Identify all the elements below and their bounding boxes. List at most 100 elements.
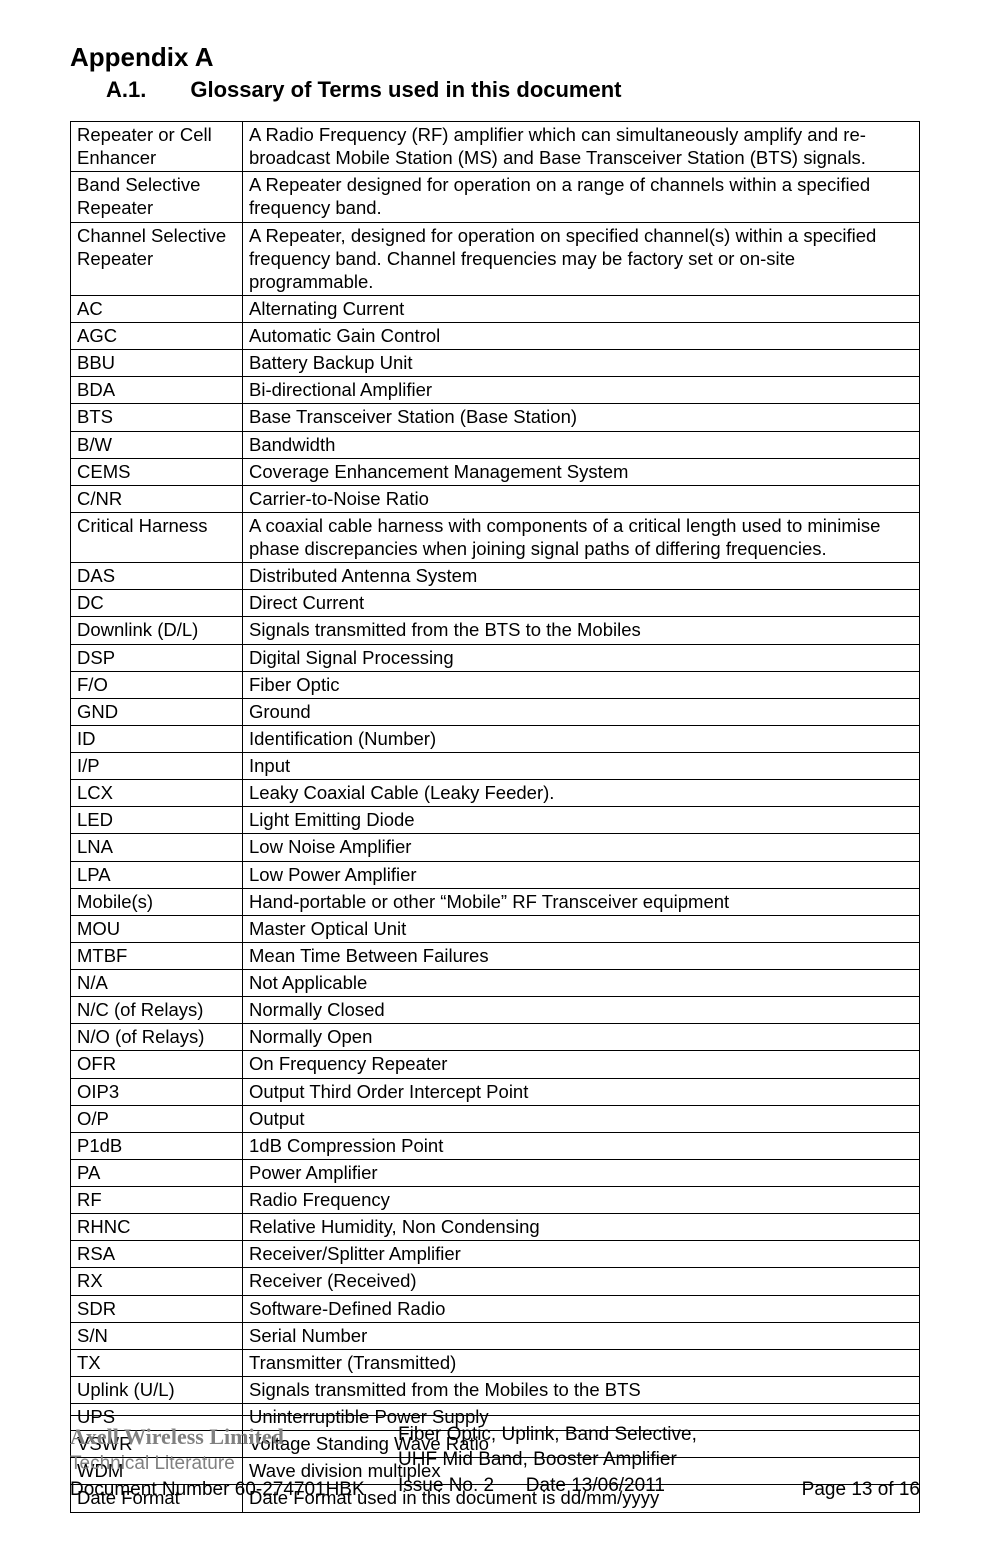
table-row: P1dB1dB Compression Point bbox=[71, 1132, 920, 1159]
table-row: S/NSerial Number bbox=[71, 1322, 920, 1349]
term-cell: F/O bbox=[71, 671, 243, 698]
glossary-table: Repeater or Cell EnhancerA Radio Frequen… bbox=[70, 121, 920, 1513]
definition-cell: Not Applicable bbox=[243, 970, 920, 997]
term-cell: O/P bbox=[71, 1105, 243, 1132]
definition-cell: Mean Time Between Failures bbox=[243, 942, 920, 969]
term-cell: Critical Harness bbox=[71, 512, 243, 562]
definition-cell: Hand-portable or other “Mobile” RF Trans… bbox=[243, 888, 920, 915]
term-cell: CEMS bbox=[71, 458, 243, 485]
footer-middle: Fiber Optic, Uplink, Band Selective, UHF… bbox=[398, 1422, 762, 1503]
term-cell: AC bbox=[71, 295, 243, 322]
term-cell: N/A bbox=[71, 970, 243, 997]
table-row: RXReceiver (Received) bbox=[71, 1268, 920, 1295]
table-row: MOUMaster Optical Unit bbox=[71, 915, 920, 942]
definition-cell: Normally Closed bbox=[243, 997, 920, 1024]
term-cell: DSP bbox=[71, 644, 243, 671]
table-row: LNALow Noise Amplifier bbox=[71, 834, 920, 861]
definition-cell: Fiber Optic bbox=[243, 671, 920, 698]
table-row: OIP3Output Third Order Intercept Point bbox=[71, 1078, 920, 1105]
definition-cell: Signals transmitted from the BTS to the … bbox=[243, 617, 920, 644]
table-row: B/WBandwidth bbox=[71, 431, 920, 458]
issue-date-row: Issue No. 2 Date 13/06/2011 bbox=[398, 1473, 762, 1499]
table-row: BDABi-directional Amplifier bbox=[71, 377, 920, 404]
term-cell: N/O (of Relays) bbox=[71, 1024, 243, 1051]
table-row: F/OFiber Optic bbox=[71, 671, 920, 698]
table-row: Band Selective RepeaterA Repeater design… bbox=[71, 172, 920, 222]
definition-cell: Software-Defined Radio bbox=[243, 1295, 920, 1322]
definition-cell: Leaky Coaxial Cable (Leaky Feeder). bbox=[243, 780, 920, 807]
definition-cell: Identification (Number) bbox=[243, 725, 920, 752]
term-cell: GND bbox=[71, 698, 243, 725]
term-cell: BDA bbox=[71, 377, 243, 404]
definition-cell: A coaxial cable harness with components … bbox=[243, 512, 920, 562]
footer-left: Axell Wireless Limited Technical Literat… bbox=[70, 1422, 390, 1503]
definition-cell: Bandwidth bbox=[243, 431, 920, 458]
term-cell: LNA bbox=[71, 834, 243, 861]
table-row: N/O (of Relays)Normally Open bbox=[71, 1024, 920, 1051]
table-row: Channel Selective RepeaterA Repeater, de… bbox=[71, 222, 920, 295]
term-cell: RX bbox=[71, 1268, 243, 1295]
term-cell: MTBF bbox=[71, 942, 243, 969]
term-cell: Downlink (D/L) bbox=[71, 617, 243, 644]
issue-number: Issue No. 2 bbox=[398, 1475, 494, 1496]
technical-literature-label: Technical Literature bbox=[70, 1451, 390, 1477]
definition-cell: Receiver/Splitter Amplifier bbox=[243, 1241, 920, 1268]
table-row: LCXLeaky Coaxial Cable (Leaky Feeder). bbox=[71, 780, 920, 807]
definition-cell: Coverage Enhancement Management System bbox=[243, 458, 920, 485]
table-row: MTBFMean Time Between Failures bbox=[71, 942, 920, 969]
table-row: Mobile(s)Hand-portable or other “Mobile”… bbox=[71, 888, 920, 915]
table-row: Uplink (U/L)Signals transmitted from the… bbox=[71, 1376, 920, 1403]
issue-date: Date 13/06/2011 bbox=[526, 1475, 665, 1496]
definition-cell: A Radio Frequency (RF) amplifier which c… bbox=[243, 122, 920, 172]
table-row: Repeater or Cell EnhancerA Radio Frequen… bbox=[71, 122, 920, 172]
table-row: OFROn Frequency Repeater bbox=[71, 1051, 920, 1078]
table-row: CEMSCoverage Enhancement Management Syst… bbox=[71, 458, 920, 485]
term-cell: RHNC bbox=[71, 1214, 243, 1241]
definition-cell: Normally Open bbox=[243, 1024, 920, 1051]
table-row: RFRadio Frequency bbox=[71, 1187, 920, 1214]
table-row: Downlink (D/L)Signals transmitted from t… bbox=[71, 617, 920, 644]
definition-cell: Output bbox=[243, 1105, 920, 1132]
term-cell: DAS bbox=[71, 563, 243, 590]
table-row: SDRSoftware-Defined Radio bbox=[71, 1295, 920, 1322]
definition-cell: Signals transmitted from the Mobiles to … bbox=[243, 1376, 920, 1403]
product-line-2: UHF Mid Band, Booster Amplifier bbox=[398, 1447, 762, 1473]
definition-cell: Light Emitting Diode bbox=[243, 807, 920, 834]
definition-cell: Power Amplifier bbox=[243, 1159, 920, 1186]
definition-cell: Digital Signal Processing bbox=[243, 644, 920, 671]
definition-cell: Carrier-to-Noise Ratio bbox=[243, 485, 920, 512]
table-row: RHNCRelative Humidity, Non Condensing bbox=[71, 1214, 920, 1241]
document-page: Appendix A A.1. Glossary of Terms used i… bbox=[0, 0, 990, 1543]
definition-cell: A Repeater, designed for operation on sp… bbox=[243, 222, 920, 295]
table-row: GNDGround bbox=[71, 698, 920, 725]
page-number: Page 13 of 16 bbox=[770, 1477, 920, 1503]
table-row: LPALow Power Amplifier bbox=[71, 861, 920, 888]
term-cell: TX bbox=[71, 1349, 243, 1376]
section-heading-row: A.1. Glossary of Terms used in this docu… bbox=[106, 77, 920, 103]
definition-cell: Automatic Gain Control bbox=[243, 323, 920, 350]
table-row: IDIdentification (Number) bbox=[71, 725, 920, 752]
table-row: C/NRCarrier-to-Noise Ratio bbox=[71, 485, 920, 512]
term-cell: I/P bbox=[71, 753, 243, 780]
table-row: BBUBattery Backup Unit bbox=[71, 350, 920, 377]
term-cell: LCX bbox=[71, 780, 243, 807]
table-row: TXTransmitter (Transmitted) bbox=[71, 1349, 920, 1376]
definition-cell: A Repeater designed for operation on a r… bbox=[243, 172, 920, 222]
term-cell: ID bbox=[71, 725, 243, 752]
definition-cell: 1dB Compression Point bbox=[243, 1132, 920, 1159]
term-cell: MOU bbox=[71, 915, 243, 942]
table-row: RSAReceiver/Splitter Amplifier bbox=[71, 1241, 920, 1268]
table-row: O/POutput bbox=[71, 1105, 920, 1132]
term-cell: Mobile(s) bbox=[71, 888, 243, 915]
table-row: I/PInput bbox=[71, 753, 920, 780]
term-cell: P1dB bbox=[71, 1132, 243, 1159]
term-cell: PA bbox=[71, 1159, 243, 1186]
definition-cell: Battery Backup Unit bbox=[243, 350, 920, 377]
term-cell: LPA bbox=[71, 861, 243, 888]
term-cell: SDR bbox=[71, 1295, 243, 1322]
definition-cell: Receiver (Received) bbox=[243, 1268, 920, 1295]
term-cell: RF bbox=[71, 1187, 243, 1214]
term-cell: OIP3 bbox=[71, 1078, 243, 1105]
company-name: Axell Wireless Limited bbox=[70, 1422, 390, 1452]
definition-cell: Relative Humidity, Non Condensing bbox=[243, 1214, 920, 1241]
